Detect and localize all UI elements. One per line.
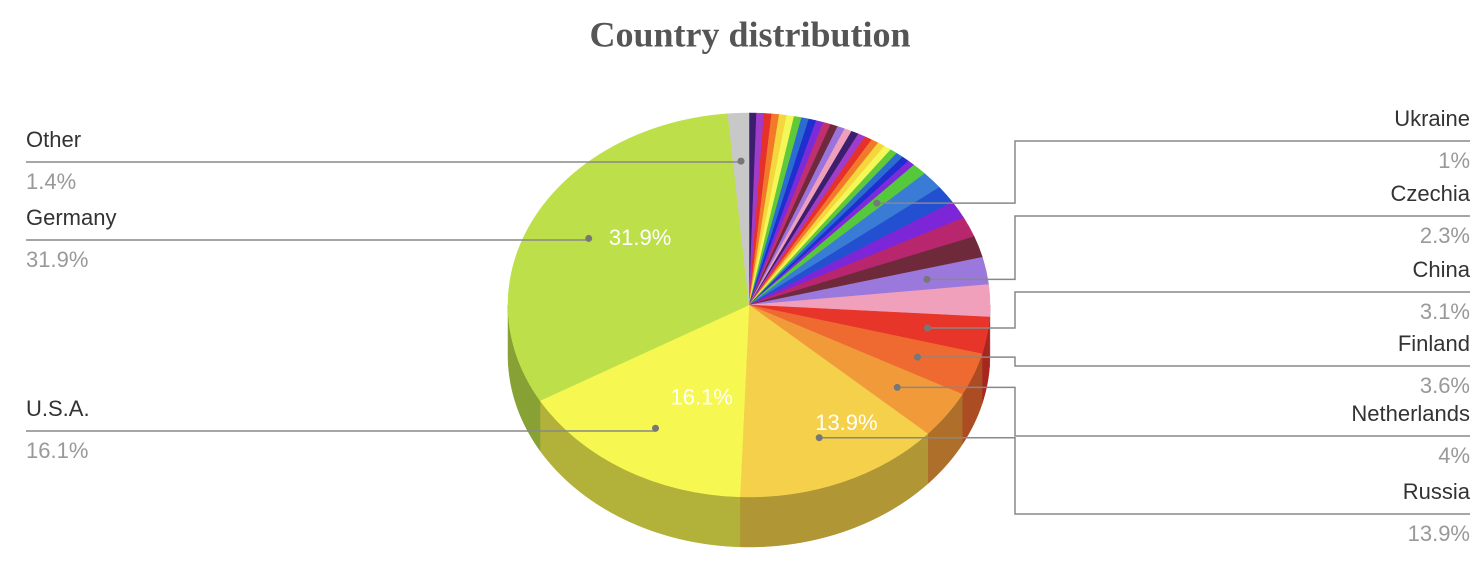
leader-line (26, 238, 590, 241)
leader-dot (737, 157, 745, 165)
label-value: 31.9% (26, 247, 88, 272)
leader-line (926, 215, 1470, 281)
slice (539, 304, 750, 498)
label-value: 16.1% (26, 438, 88, 463)
leader-line (876, 140, 1470, 204)
leader-line (897, 386, 1470, 437)
label-value: 1.4% (26, 169, 76, 194)
label-name: Russia (1403, 479, 1471, 504)
leader-dot (873, 199, 881, 207)
label-name: Netherlands (1351, 401, 1470, 426)
slice-label: 16.1% (671, 385, 733, 410)
label-name: Germany (26, 205, 116, 230)
label-name: Czechia (1391, 181, 1471, 206)
label-name: Finland (1398, 331, 1470, 356)
leader-dot (923, 324, 931, 332)
label-value: 2.3% (1420, 223, 1470, 248)
label-value: 3.1% (1420, 299, 1470, 324)
leader-dot (923, 275, 931, 283)
leader-dot (815, 434, 823, 442)
leader-dot (913, 353, 921, 361)
label-value: 3.6% (1420, 373, 1470, 398)
leader-dot (585, 234, 593, 242)
slice (739, 304, 929, 498)
leader-line (819, 436, 1470, 515)
slice-label: 13.9% (815, 410, 877, 435)
label-name: Other (26, 127, 81, 152)
leader-line (927, 291, 1470, 329)
chart-title: Country distribution (589, 14, 910, 54)
slice-label: 31.9% (609, 225, 671, 250)
label-name: Ukraine (1394, 106, 1470, 131)
label-value: 4% (1438, 443, 1470, 468)
label-value: 13.9% (1408, 521, 1470, 546)
label-name: China (1413, 257, 1471, 282)
slice (507, 113, 750, 401)
label-value: 1% (1438, 148, 1470, 173)
leader-line (917, 356, 1470, 367)
label-name: U.S.A. (26, 396, 90, 421)
leader-dot (893, 383, 901, 391)
leader-line (26, 161, 742, 163)
leader-dot (652, 424, 660, 432)
